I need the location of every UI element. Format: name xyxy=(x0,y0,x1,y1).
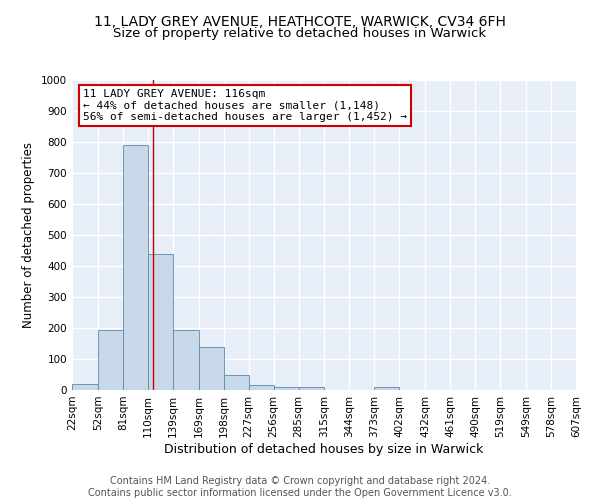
Text: Contains HM Land Registry data © Crown copyright and database right 2024.
Contai: Contains HM Land Registry data © Crown c… xyxy=(88,476,512,498)
Text: 11 LADY GREY AVENUE: 116sqm
← 44% of detached houses are smaller (1,148)
56% of : 11 LADY GREY AVENUE: 116sqm ← 44% of det… xyxy=(83,90,407,122)
Text: 11, LADY GREY AVENUE, HEATHCOTE, WARWICK, CV34 6FH: 11, LADY GREY AVENUE, HEATHCOTE, WARWICK… xyxy=(94,15,506,29)
Bar xyxy=(199,346,224,390)
Bar xyxy=(374,387,400,390)
Bar xyxy=(148,254,173,390)
Bar xyxy=(224,374,248,390)
Y-axis label: Number of detached properties: Number of detached properties xyxy=(22,142,35,328)
Bar xyxy=(248,386,274,390)
Text: Size of property relative to detached houses in Warwick: Size of property relative to detached ho… xyxy=(113,28,487,40)
Bar xyxy=(98,330,123,390)
Bar xyxy=(123,145,148,390)
Bar xyxy=(299,387,325,390)
Bar xyxy=(72,384,98,390)
Bar xyxy=(173,330,199,390)
X-axis label: Distribution of detached houses by size in Warwick: Distribution of detached houses by size … xyxy=(164,442,484,456)
Bar xyxy=(274,387,299,390)
